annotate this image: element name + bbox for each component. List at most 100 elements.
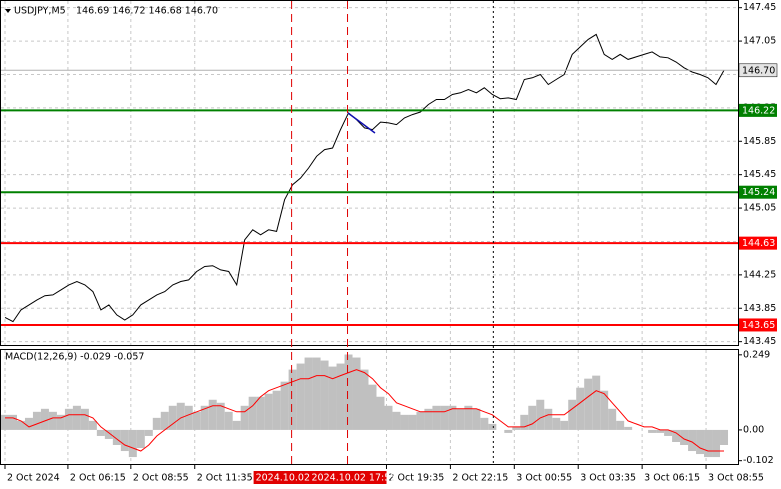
level-label-box bbox=[739, 185, 777, 199]
histogram-bar bbox=[256, 396, 265, 430]
histogram-bar bbox=[456, 408, 465, 430]
histogram-bar bbox=[720, 429, 729, 445]
histogram-bar bbox=[56, 414, 65, 430]
histogram-bar bbox=[120, 429, 129, 452]
histogram-bar bbox=[72, 405, 81, 430]
level-label: 143.65 bbox=[742, 320, 775, 331]
current-price-label: 146.70 bbox=[742, 65, 775, 76]
x-tick-label: 3 Oct 00:55 bbox=[516, 473, 572, 484]
histogram-bar bbox=[200, 405, 209, 430]
histogram-bar bbox=[416, 411, 425, 430]
y-tick-label: 147.05 bbox=[743, 36, 776, 47]
level-label: 146.22 bbox=[742, 105, 775, 116]
histogram-bar bbox=[400, 414, 409, 430]
x-tick-label: 3 Oct 08:55 bbox=[708, 473, 764, 484]
histogram-bar bbox=[248, 396, 257, 430]
histogram-bar bbox=[176, 402, 185, 430]
histogram-bar bbox=[32, 411, 41, 430]
histogram-bar bbox=[144, 429, 153, 436]
histogram-bar bbox=[240, 405, 249, 430]
y-tick-label: -0.102 bbox=[743, 455, 774, 466]
histogram-bar bbox=[672, 429, 681, 442]
x-tick-label: 2 Oct 2024 bbox=[7, 473, 60, 484]
histogram-bar bbox=[608, 408, 617, 430]
histogram-bar bbox=[576, 387, 585, 430]
histogram-bar bbox=[432, 405, 441, 430]
histogram-bar bbox=[536, 399, 545, 430]
histogram-bar bbox=[704, 429, 713, 458]
x-tick-label: 2 Oct 06:15 bbox=[70, 473, 126, 484]
histogram-bar bbox=[352, 357, 361, 430]
histogram-bar bbox=[656, 429, 665, 433]
histogram-bar bbox=[264, 393, 273, 430]
histogram-bar bbox=[272, 390, 281, 430]
price-panel bbox=[0, 0, 739, 346]
histogram-bar bbox=[568, 399, 577, 430]
x-tick-label: 2 Oct 19:35 bbox=[388, 473, 444, 484]
histogram-bar bbox=[488, 423, 497, 430]
histogram-bar bbox=[320, 360, 329, 430]
histogram-bar bbox=[296, 363, 305, 430]
histogram-bar bbox=[216, 402, 225, 430]
histogram-bar bbox=[392, 411, 401, 430]
histogram-bar bbox=[472, 408, 481, 430]
histogram-bar bbox=[96, 429, 105, 436]
symbol-menu-icon[interactable] bbox=[5, 9, 11, 13]
histogram-bar bbox=[8, 414, 17, 430]
time-label: 2024.10.02 17:55 bbox=[312, 473, 397, 484]
histogram-bar bbox=[64, 408, 73, 430]
histogram-bar bbox=[288, 369, 297, 430]
histogram-bar bbox=[624, 426, 633, 430]
quote: 146.69 146.72 146.68 146.70 bbox=[76, 6, 218, 17]
histogram-bar bbox=[208, 399, 217, 430]
histogram-bar bbox=[712, 429, 721, 458]
x-tick-label: 2 Oct 11:35 bbox=[197, 473, 253, 484]
histogram-bar bbox=[328, 366, 337, 430]
histogram-bar bbox=[336, 363, 345, 430]
x-tick-label: 2 Oct 08:55 bbox=[133, 473, 189, 484]
level-label: 144.63 bbox=[742, 238, 775, 249]
y-tick-label: 145.85 bbox=[743, 136, 776, 147]
histogram-bar bbox=[224, 411, 233, 430]
histogram-bar bbox=[560, 420, 569, 430]
histogram-bar bbox=[184, 405, 193, 430]
histogram-bar bbox=[344, 354, 353, 430]
y-tick-label: 143.45 bbox=[743, 336, 776, 347]
histogram-bar bbox=[512, 426, 521, 430]
histogram-bar bbox=[464, 405, 473, 430]
y-tick-label: 144.25 bbox=[743, 269, 776, 280]
time-label-box bbox=[309, 471, 387, 484]
histogram-bar bbox=[128, 429, 137, 458]
histogram-bar bbox=[384, 405, 393, 430]
histogram-bar bbox=[408, 414, 417, 430]
time-label: 2024.10.02 1 bbox=[256, 473, 319, 484]
x-tick-label: 3 Oct 03:35 bbox=[580, 473, 636, 484]
histogram-bar bbox=[528, 405, 537, 430]
histogram-bar bbox=[424, 408, 433, 430]
histogram-bar bbox=[0, 414, 9, 430]
histogram-bar bbox=[40, 408, 49, 430]
histogram-bar bbox=[112, 429, 121, 445]
y-tick-label: 143.85 bbox=[743, 303, 776, 314]
histogram-bar bbox=[136, 429, 145, 449]
histogram-bar bbox=[280, 381, 289, 430]
histogram-bar bbox=[88, 420, 97, 430]
histogram-bar bbox=[480, 417, 489, 430]
symbol-title: USDJPY,M5 bbox=[14, 6, 66, 17]
x-tick-label: 2 Oct 22:15 bbox=[452, 473, 508, 484]
histogram-bar bbox=[448, 405, 457, 430]
histogram-bar bbox=[192, 411, 201, 430]
y-tick-label: 145.05 bbox=[743, 203, 776, 214]
level-label-box bbox=[739, 236, 777, 250]
level-label-box bbox=[739, 318, 777, 332]
histogram-bar bbox=[304, 357, 313, 430]
trend-line bbox=[347, 112, 376, 134]
histogram-bar bbox=[544, 408, 553, 430]
y-tick-label: 145.45 bbox=[743, 169, 776, 180]
histogram-bar bbox=[104, 429, 113, 439]
histogram-bar bbox=[552, 417, 561, 430]
current-price-box bbox=[738, 63, 778, 78]
price-line bbox=[4, 33, 725, 323]
histogram-bar bbox=[616, 420, 625, 430]
